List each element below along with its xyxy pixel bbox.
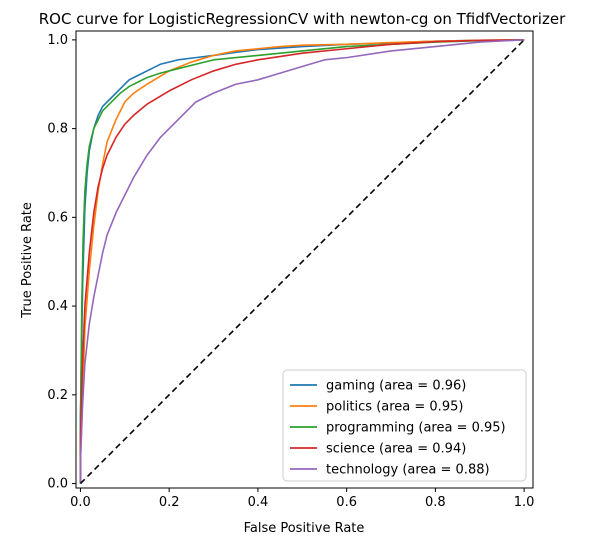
y-tick-label-1: 0.2 (47, 388, 68, 403)
x-tick-label-0: 0.0 (70, 495, 91, 510)
chart-title: ROC curve for LogisticRegressionCV with … (39, 10, 566, 28)
x-tick-label-4: 0.8 (425, 495, 446, 510)
plot-area (75, 30, 534, 489)
x-tick-label-5: 1.0 (514, 495, 535, 510)
series-line-1 (79, 39, 525, 484)
y-tick-label-5: 1.0 (47, 33, 68, 48)
legend-box (282, 369, 527, 482)
legend: gaming (area = 0.96) politics (area = 0.9… (282, 369, 527, 482)
x-axis-label: False Positive Rate (244, 521, 365, 536)
y-axis-label: True Positive Rate (20, 202, 35, 319)
x-axis-ticks: 0.0 0.2 0.4 0.6 0.8 1.0 (70, 488, 534, 510)
reference-diagonal-line (79, 39, 525, 485)
y-tick-label-0: 0.0 (47, 477, 68, 492)
series-line-2 (79, 39, 525, 484)
reference-layer (79, 39, 525, 485)
series-line-4 (79, 39, 525, 484)
series-line-3 (79, 39, 525, 484)
legend-label-2: programming (area = 0.95) (326, 421, 506, 436)
legend-label-0: gaming (area = 0.96) (326, 379, 466, 394)
x-tick-label-3: 0.6 (336, 495, 357, 510)
axes-frame (75, 30, 534, 489)
y-axis-ticks: 0.0 0.2 0.4 0.6 0.8 1.0 (47, 33, 76, 492)
legend-label-3: science (area = 0.94) (326, 442, 466, 457)
x-tick-label-1: 0.2 (159, 495, 180, 510)
legend-label-4: technology (area = 0.88) (326, 463, 490, 478)
y-tick-label-2: 0.4 (47, 299, 68, 314)
series-layer (79, 39, 525, 484)
legend-items: gaming (area = 0.96) politics (area = 0.9… (290, 379, 506, 478)
y-tick-label-3: 0.6 (47, 210, 68, 225)
legend-label-1: politics (area = 0.95) (326, 400, 463, 415)
x-tick-label-2: 0.4 (248, 495, 269, 510)
y-tick-label-4: 0.8 (47, 122, 68, 137)
